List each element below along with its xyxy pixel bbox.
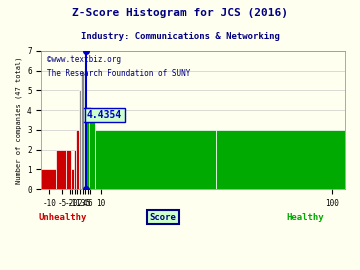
Text: Healthy: Healthy [287,212,324,222]
Bar [71,169,73,189]
Bar [66,150,71,189]
Text: The Research Foundation of SUNY: The Research Foundation of SUNY [48,69,191,78]
Text: Score: Score [149,212,176,222]
Text: 4.4354: 4.4354 [87,110,122,120]
Bar [216,130,345,189]
Bar [86,110,89,189]
Bar [89,110,95,189]
Text: Z-Score Histogram for JCS (2016): Z-Score Histogram for JCS (2016) [72,8,288,18]
Bar [81,71,84,189]
Bar [76,130,79,189]
Bar [84,90,86,189]
Text: Industry: Communications & Networking: Industry: Communications & Networking [81,32,279,41]
Bar [41,169,55,189]
Text: Unhealthy: Unhealthy [39,212,87,222]
Bar [95,130,216,189]
Y-axis label: Number of companies (47 total): Number of companies (47 total) [15,56,22,184]
Bar [79,90,81,189]
Text: ©www.textbiz.org: ©www.textbiz.org [48,55,121,64]
Bar [55,150,66,189]
Bar [73,150,76,189]
